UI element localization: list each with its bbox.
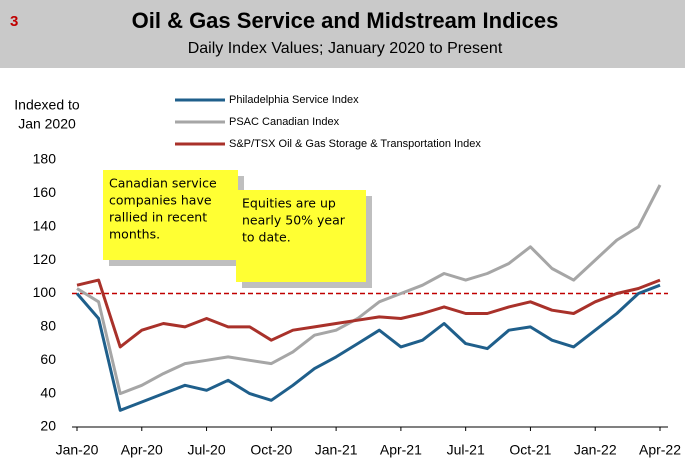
y-tick-label: 140 — [33, 217, 57, 233]
y-axis-label: Indexed to — [14, 97, 80, 113]
y-tick-label: 40 — [40, 384, 56, 400]
y-tick-label: 100 — [33, 284, 57, 300]
annotation-box — [236, 190, 366, 282]
annotation-text: companies have — [109, 193, 212, 208]
annotation-text: Canadian service — [109, 176, 217, 191]
annotation-text: nearly 50% year — [242, 213, 346, 228]
header-band — [0, 0, 685, 68]
annotation-text: to date. — [242, 230, 291, 245]
annotation-text: rallied in recent — [109, 210, 207, 225]
y-axis-label: Jan 2020 — [18, 116, 76, 132]
annotation-box — [103, 170, 238, 260]
annotation-text: Equities are up — [242, 196, 336, 211]
legend-label: Philadelphia Service Index — [229, 94, 359, 106]
x-tick-label: Jan-20 — [56, 442, 99, 458]
annotation-text: months. — [109, 227, 160, 242]
page-number: 3 — [10, 13, 18, 30]
y-tick-label: 20 — [40, 418, 56, 434]
x-tick-label: Jul-21 — [447, 442, 485, 458]
x-tick-label: Apr-21 — [380, 442, 422, 458]
series-line — [75, 283, 661, 412]
x-tick-label: Apr-20 — [121, 442, 163, 458]
legend-label: PSAC Canadian Index — [229, 116, 340, 128]
legend-label: S&P/TSX Oil & Gas Storage & Transportati… — [229, 138, 481, 150]
y-tick-label: 120 — [33, 251, 57, 267]
x-tick-label: Oct-21 — [509, 442, 551, 458]
chart-subtitle: Daily Index Values; January 2020 to Pres… — [188, 40, 503, 57]
y-tick-label: 160 — [33, 184, 57, 200]
y-tick-label: 80 — [40, 318, 56, 334]
x-tick-label: Jan-21 — [315, 442, 358, 458]
x-tick-label: Jan-22 — [574, 442, 617, 458]
series-line — [76, 278, 661, 349]
x-tick-label: Jul-20 — [187, 442, 225, 458]
x-tick-label: Oct-20 — [250, 442, 292, 458]
x-tick-label: Apr-22 — [639, 442, 681, 458]
y-tick-label: 60 — [40, 351, 56, 367]
y-tick-label: 180 — [33, 151, 57, 167]
chart-title: Oil & Gas Service and Midstream Indices — [132, 8, 559, 33]
series-line — [76, 184, 662, 396]
